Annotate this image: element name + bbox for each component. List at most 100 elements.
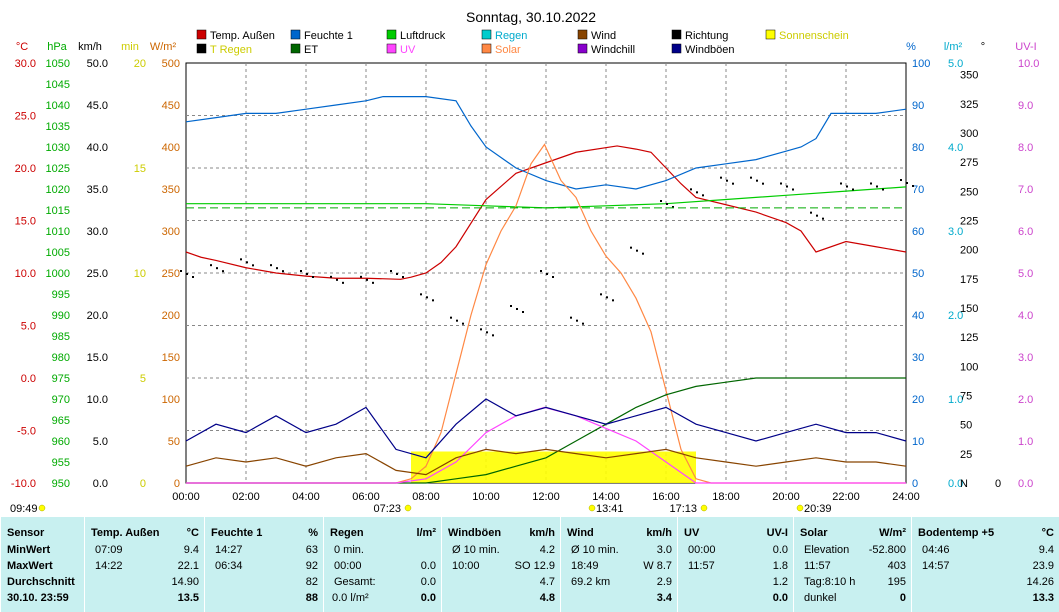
- direction-point: [222, 270, 224, 273]
- rain-tick-label: 1.0: [948, 394, 963, 406]
- solar-tick-label: 200: [162, 310, 180, 322]
- direction-point: [342, 281, 344, 284]
- summary-cell-label: 00:00: [334, 560, 362, 572]
- summary-row: 14:22 22.1: [91, 560, 199, 574]
- pressure-tick-label: 1030: [46, 142, 70, 154]
- time-marker-label: 20:39: [804, 503, 832, 515]
- summary-row: 14:27 63: [211, 544, 318, 558]
- legend-swatch: [386, 29, 397, 40]
- summary-row: 4.7: [448, 576, 555, 590]
- direction-point: [660, 200, 662, 202]
- summary-header-unit: UV-I: [766, 527, 788, 539]
- direction-point: [816, 214, 818, 217]
- direction-tick-label: 350: [960, 70, 978, 82]
- time-marker-icon: [796, 504, 804, 512]
- direction-point: [390, 270, 392, 272]
- chart-title: Sonntag, 30.10.2022: [466, 9, 596, 25]
- direction-point: [750, 176, 752, 179]
- direction-point: [312, 276, 314, 278]
- summary-row: 04:46 9.4: [918, 544, 1054, 558]
- wind-tick-label: 35.0: [87, 184, 108, 196]
- legend-swatch: [481, 29, 492, 40]
- summary-cell-value: 0.0: [772, 544, 788, 556]
- direction-point: [702, 194, 704, 197]
- series-wind: [185, 448, 907, 476]
- x-tick-label: 22:00: [832, 491, 860, 503]
- rain-tick-label: 4.0: [948, 142, 963, 154]
- summary-cell-label: 10:00: [452, 560, 480, 572]
- direction-point: [582, 322, 584, 325]
- summary-cell-label: Ø 10 min.: [571, 544, 619, 556]
- legend-label: T Regen: [210, 44, 252, 56]
- solar-tick-label: 100: [162, 394, 180, 406]
- solar-tick-label: 50: [168, 436, 180, 448]
- summary-row: 11:57 403: [800, 560, 906, 574]
- solar-tick-label: 450: [162, 100, 180, 112]
- summary-header-unit: %: [308, 527, 318, 539]
- direction-point: [432, 299, 434, 302]
- direction-tick-label: 150: [960, 303, 978, 315]
- wind-tick-label: 45.0: [87, 100, 108, 112]
- rain-tick-label: 3.0: [948, 226, 963, 238]
- summary-cell-label: 00:00: [688, 544, 716, 556]
- direction-point: [822, 217, 824, 220]
- summary-row: 07:09 9.4: [91, 544, 199, 558]
- legend-label: Wind: [591, 30, 616, 42]
- direction-point: [270, 264, 272, 267]
- summary-column: Regen l/m² 0 min. 00:00 0.0 Gesamt: 0.0 0.0 l/m…: [323, 517, 442, 612]
- legend-swatch: [290, 29, 301, 40]
- uv-tick-label: 1.0: [1018, 436, 1033, 448]
- direction-point: [546, 273, 548, 275]
- summary-header: Feuchte 1%: [211, 527, 318, 539]
- direction-point: [456, 319, 458, 322]
- legend-label: Feuchte 1: [304, 30, 353, 42]
- temp-tick-label: -5.0: [17, 426, 36, 438]
- sun_min-tick-label: 0: [140, 478, 146, 490]
- direction-point: [900, 179, 902, 181]
- direction-tick-label: N: [960, 478, 968, 490]
- wind-tick-label: 0.0: [93, 478, 108, 490]
- summary-cell-label: 14:22: [95, 560, 123, 572]
- summary-header: Solar W/m²: [800, 527, 906, 539]
- direction-point: [522, 311, 524, 313]
- summary-cell-label: 07:09: [95, 544, 123, 556]
- direction-tick-label: 175: [960, 274, 978, 286]
- humidity-tick-label: 80: [912, 142, 924, 154]
- solar-tick-label: 150: [162, 352, 180, 364]
- legend-swatch: [196, 43, 207, 54]
- summary-row: 18:49 W 8.7: [567, 560, 672, 574]
- direction-point: [672, 206, 674, 208]
- summary-row: dunkel 0: [800, 592, 906, 606]
- summary-cell-value: W 8.7: [643, 560, 672, 572]
- time-marker-label: 07:23: [373, 503, 401, 515]
- summary-cell-value: 4.7: [539, 576, 555, 588]
- summary-row: 10:00 SO 12.9: [448, 560, 555, 574]
- direction-point: [336, 278, 338, 281]
- direction-point: [576, 319, 578, 322]
- direction-point: [666, 203, 668, 205]
- summary-row: 3.4: [567, 592, 672, 606]
- direction-point: [762, 182, 764, 185]
- rain-tick-label: 0.0: [948, 478, 963, 490]
- summary-header-label: Windböen: [448, 527, 502, 539]
- summary-cell-label: Ø 10 min.: [452, 544, 500, 556]
- legend-swatch: [386, 43, 397, 54]
- direction-point: [252, 264, 254, 267]
- x-tick-label: 14:00: [592, 491, 620, 503]
- temp-tick-label: 30.0: [15, 58, 36, 70]
- direction-tick-label: 225: [960, 216, 978, 228]
- summary-header: Sensor: [7, 527, 79, 539]
- summary-column: Temp. Außen °C 07:09 9.4 14:22 22.1 14.90 13.5: [84, 517, 205, 612]
- humidity-tick-label: 0: [912, 478, 918, 490]
- direction-point: [846, 185, 848, 188]
- summary-cell-value: 403: [887, 560, 906, 572]
- pressure-tick-label: 1005: [46, 247, 70, 259]
- x-tick-label: 04:00: [292, 491, 320, 503]
- direction-point: [642, 252, 644, 255]
- direction-point: [570, 316, 572, 319]
- direction-point: [516, 308, 518, 310]
- summary-header-label: UV: [684, 527, 700, 539]
- uv-tick-label: 3.0: [1018, 352, 1033, 364]
- pressure-tick-label: 975: [52, 373, 70, 385]
